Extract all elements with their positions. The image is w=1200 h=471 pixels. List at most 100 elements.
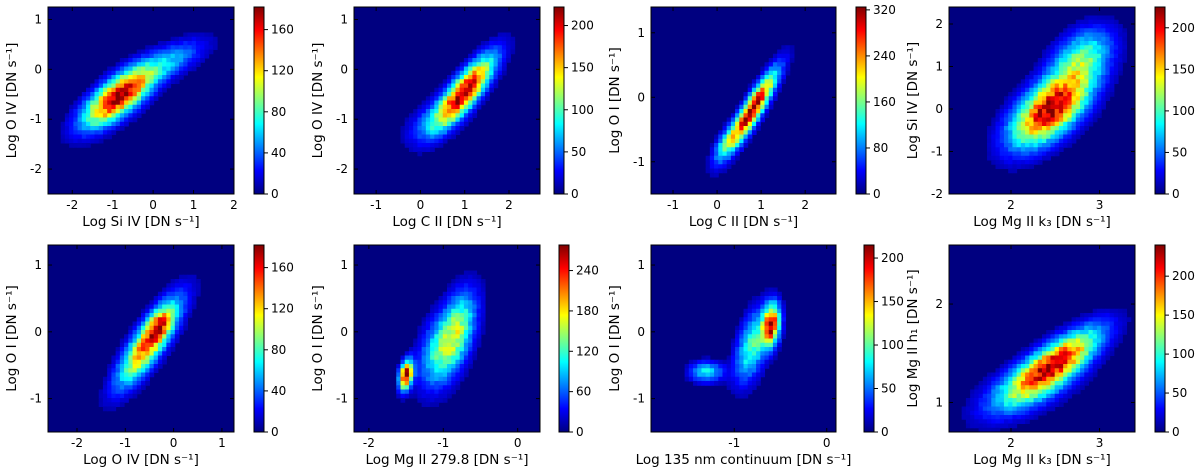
heatmap-cell	[1122, 49, 1128, 55]
heatmap-cell	[124, 355, 129, 361]
heatmap-cell	[1016, 372, 1022, 378]
heatmap-cell	[136, 96, 142, 101]
heatmap-cell	[1058, 385, 1064, 390]
heatmap-cell	[1101, 317, 1106, 322]
heatmap-cell	[1054, 389, 1060, 395]
heatmap-cell	[735, 117, 740, 123]
heatmap-cell	[136, 79, 142, 84]
heatmap-cell	[417, 151, 423, 157]
heatmap-cell	[764, 92, 770, 97]
heatmap-cell	[191, 274, 197, 280]
heatmap-cell	[1016, 368, 1022, 373]
heatmap-cell	[442, 342, 448, 348]
heatmap-cell	[1096, 355, 1102, 361]
heatmap-cell	[1096, 321, 1102, 327]
heatmap-cell	[179, 296, 184, 301]
heatmap-cell	[1054, 100, 1060, 106]
heatmap-cell	[1101, 100, 1106, 106]
heatmap-cell	[1058, 53, 1064, 59]
heatmap-cell	[768, 347, 774, 352]
heatmap-cell	[747, 317, 753, 322]
heatmap-cell	[991, 147, 996, 152]
heatmap-cell	[404, 138, 410, 144]
heatmap-cell	[789, 45, 795, 50]
heatmap-cell	[1012, 143, 1018, 148]
heatmap-cell	[1101, 96, 1106, 101]
heatmap-cell	[166, 304, 172, 310]
heatmap-cell	[463, 372, 469, 378]
heatmap-cell	[756, 342, 761, 348]
x-tick-label: 2	[505, 198, 513, 212]
heatmap-cell	[747, 304, 753, 310]
heatmap-cell	[425, 113, 431, 118]
heatmap-cell	[98, 87, 104, 93]
heatmap-cell	[162, 321, 167, 327]
heatmap-cell	[718, 164, 723, 169]
heatmap-cell	[430, 113, 435, 118]
heatmap-cell	[1067, 355, 1073, 361]
heatmap-cell	[735, 355, 740, 361]
heatmap-cell	[1105, 36, 1111, 42]
heatmap-cell	[1020, 389, 1026, 395]
heatmap-cell	[1054, 368, 1060, 373]
heatmap-cell	[119, 381, 125, 386]
heatmap-cell	[743, 347, 749, 352]
heatmap-cell	[145, 83, 150, 89]
heatmap-cell	[480, 279, 486, 284]
heatmap-cell	[1122, 36, 1128, 42]
heatmap-cell	[489, 58, 494, 63]
heatmap-cell	[425, 342, 431, 348]
heatmap-cell	[149, 70, 155, 76]
heatmap-cell	[472, 304, 478, 310]
heatmap-cell	[756, 109, 761, 114]
heatmap-cell	[1096, 347, 1102, 352]
heatmap-cell	[1037, 138, 1043, 144]
heatmap-cell	[145, 359, 150, 365]
heatmap-cell	[451, 296, 456, 301]
heatmap-cell	[413, 130, 418, 135]
heatmap-cell	[145, 45, 150, 50]
heatmap-cell	[714, 134, 719, 140]
heatmap-cell	[1029, 143, 1035, 148]
heatmap-cell	[751, 364, 757, 369]
y-tick-label: -1	[336, 392, 348, 406]
heatmap-cell	[1003, 389, 1009, 395]
heatmap-cell	[183, 49, 188, 55]
heatmap-cell	[1084, 109, 1089, 114]
heatmap-cell	[1075, 325, 1081, 331]
heatmap-cell	[1084, 351, 1089, 356]
heatmap-cell	[1008, 138, 1013, 144]
heatmap-cell	[764, 113, 770, 118]
heatmap-cell	[1008, 92, 1013, 97]
heatmap-cell	[764, 62, 770, 67]
heatmap-cell	[1063, 347, 1068, 352]
heatmap-cell	[1109, 87, 1115, 93]
heatmap-cell	[451, 347, 456, 352]
heatmap-cell	[430, 364, 435, 369]
heatmap-cell	[1063, 121, 1068, 127]
heatmap-cell	[709, 151, 715, 157]
heatmap-cell	[684, 364, 690, 369]
heatmap-cell	[149, 313, 155, 318]
heatmap-cell	[999, 376, 1005, 382]
heatmap-cell	[136, 113, 142, 118]
heatmap-cell	[451, 283, 456, 288]
heatmap-cell	[714, 172, 719, 178]
heatmap-cell	[1050, 147, 1056, 152]
heatmap-cell	[1029, 372, 1035, 378]
heatmap-cell	[991, 138, 996, 144]
heatmap-cell	[124, 398, 129, 403]
heatmap-cell	[119, 126, 125, 131]
heatmap-cell	[493, 58, 499, 63]
heatmap-cell	[768, 92, 774, 97]
heatmap-cell	[476, 287, 482, 293]
heatmap-cell	[995, 121, 1001, 127]
heatmap-cell	[751, 100, 757, 106]
heatmap-cell	[170, 75, 176, 80]
heatmap-cell	[149, 62, 155, 67]
heatmap-cell	[162, 338, 167, 344]
heatmap-cell	[1101, 83, 1106, 89]
heatmap-cell	[747, 355, 753, 361]
heatmap-cell	[170, 334, 176, 339]
